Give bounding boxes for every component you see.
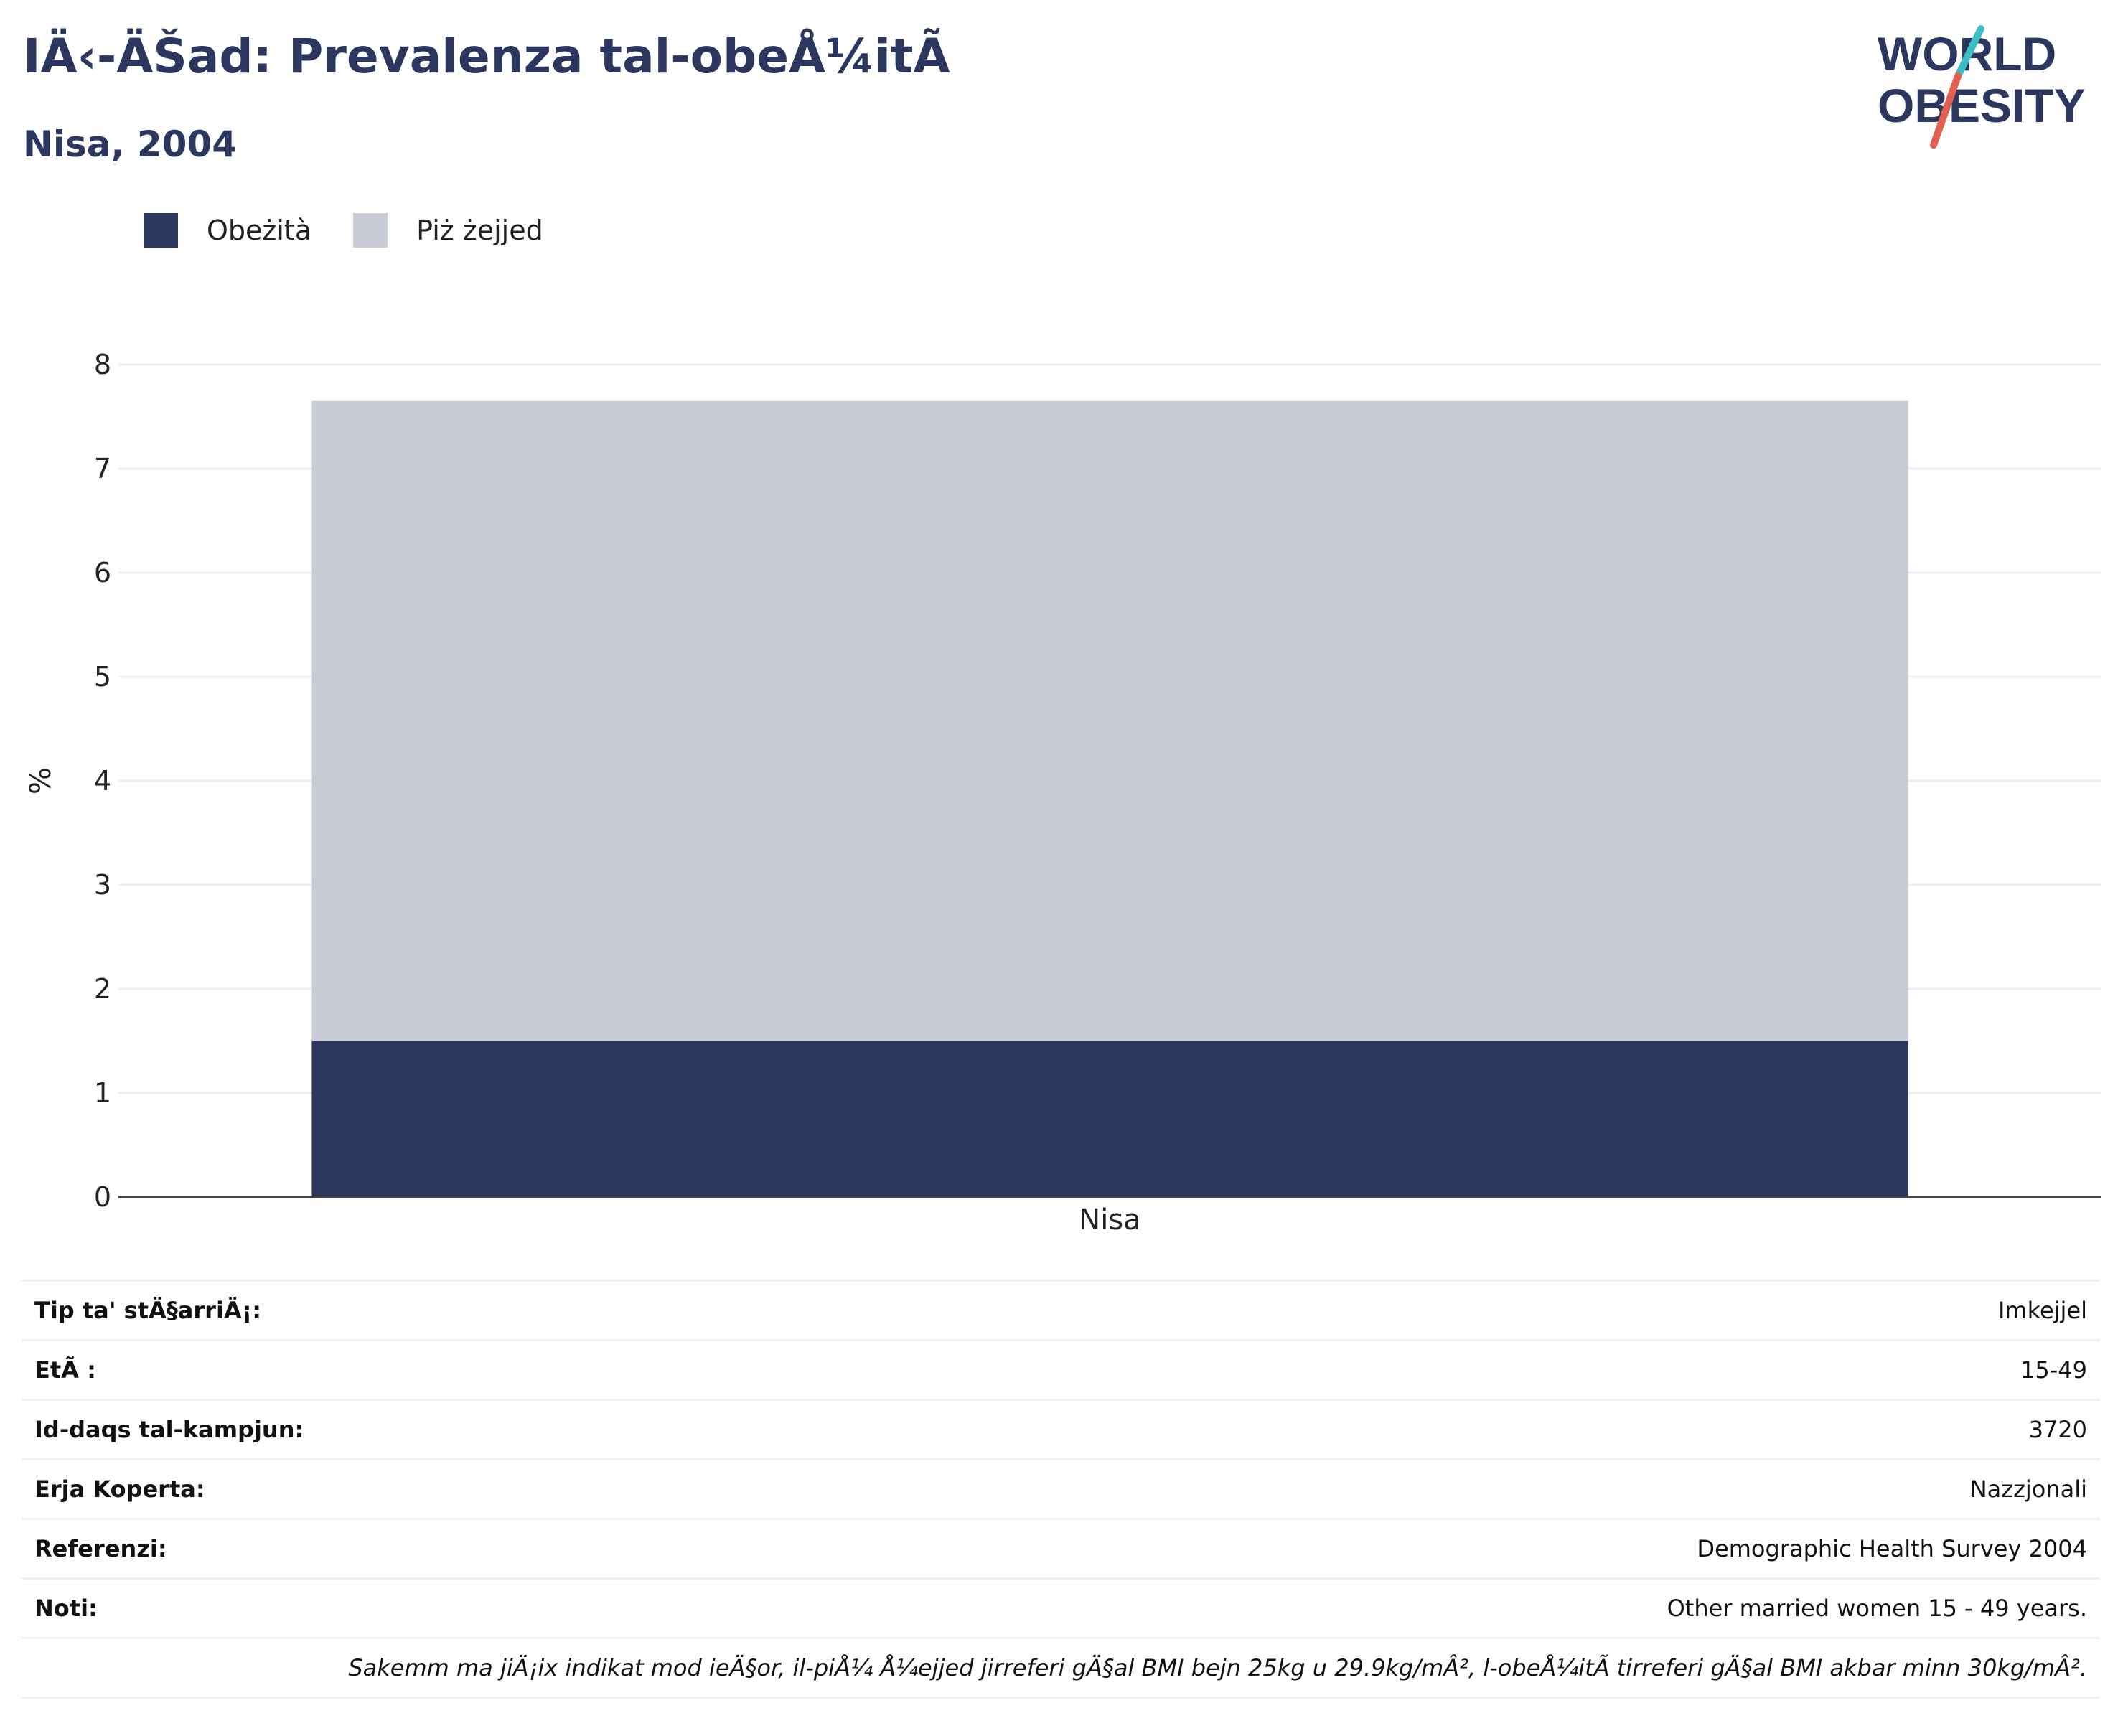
y-tick-label: 3	[94, 869, 111, 901]
bars	[311, 400, 1908, 1198]
info-row-sample-size: Id-daqs tal-kampjun: 3720	[22, 1401, 2100, 1460]
y-tick-label: 2	[94, 973, 111, 1005]
info-label: Erja Koperta:	[34, 1475, 205, 1503]
survey-info-table: Tip ta' stÄ§arriÄ¡: Imkejjel EtÃ : 15-49…	[22, 1280, 2100, 1699]
info-label: EtÃ :	[34, 1356, 96, 1384]
y-tick-label: 8	[94, 349, 111, 380]
logo-text-obesity: OBESITY	[1878, 79, 2086, 132]
bar-segment[interactable]	[311, 400, 1908, 1041]
legend-swatch-overweight	[353, 213, 388, 248]
y-axis-label: %	[24, 767, 57, 794]
y-tick-label: 5	[94, 661, 111, 693]
logo-slash-teal	[1954, 25, 1984, 80]
legend-item-overweight[interactable]: Piż żejjed	[353, 213, 543, 248]
info-row-notes: Noti: Other married women 15 - 49 years.	[22, 1580, 2100, 1639]
info-row-references: Referenzi: Demographic Health Survey 200…	[22, 1520, 2100, 1580]
info-row-age: EtÃ : 15-49	[22, 1341, 2100, 1401]
info-label: Id-daqs tal-kampjun:	[34, 1416, 304, 1443]
logo-graphic: WORLD OBESITY	[1878, 25, 2086, 149]
info-value: Demographic Health Survey 2004	[1697, 1535, 2087, 1562]
logo-slash-red	[1930, 72, 1962, 149]
info-label: Tip ta' stÄ§arriÄ¡:	[34, 1297, 262, 1324]
world-obesity-logo: WORLD OBESITY	[1873, 22, 2110, 151]
page-subtitle: Nisa, 2004	[23, 123, 238, 165]
y-tick-label: 7	[94, 453, 111, 484]
legend-item-obesity[interactable]: Obeżità	[144, 213, 311, 248]
info-row-survey-type: Tip ta' stÄ§arriÄ¡: Imkejjel	[22, 1282, 2100, 1341]
info-value: Other married women 15 - 49 years.	[1667, 1595, 2087, 1622]
y-tick-labels: 0 1 2 3 4 5 6 7 8	[94, 349, 111, 1213]
x-tick-labels: Nisa	[1079, 1204, 1140, 1237]
info-value: 3720	[2028, 1416, 2087, 1443]
bmi-footnote: Sakemm ma jiÄ¡ix indikat mod ieÄ§or, il-…	[22, 1639, 2100, 1699]
info-value: 15-49	[2020, 1356, 2087, 1384]
y-tick-label: 0	[94, 1181, 111, 1213]
legend-label-overweight: Piż żejjed	[416, 215, 543, 246]
legend-swatch-obesity	[144, 213, 178, 248]
info-row-area-covered: Erja Koperta: Nazzjonali	[22, 1460, 2100, 1520]
info-value: Imkejjel	[1997, 1297, 2087, 1324]
info-label: Referenzi:	[34, 1535, 167, 1562]
legend-label-obesity: Obeżità	[207, 215, 312, 246]
page-title: IÄ‹-ÄŠad: Prevalenza tal-obeÅ¼itÃ	[23, 29, 950, 84]
x-tick-label: Nisa	[1079, 1204, 1140, 1237]
y-tick-label: 4	[94, 765, 111, 797]
chart-legend: Obeżità Piż żejjed	[144, 213, 585, 248]
stacked-bar-chart: 0 1 2 3 4 5 6 7 8 Nisa %	[24, 349, 2101, 1237]
footnote-text: Sakemm ma jiÄ¡ix indikat mod ieÄ§or, il-…	[348, 1654, 2087, 1681]
info-label: Noti:	[34, 1595, 98, 1622]
y-tick-label: 1	[94, 1077, 111, 1109]
y-tick-label: 6	[94, 557, 111, 588]
info-value: Nazzjonali	[1969, 1475, 2087, 1503]
bar-segment[interactable]	[311, 1041, 1908, 1198]
